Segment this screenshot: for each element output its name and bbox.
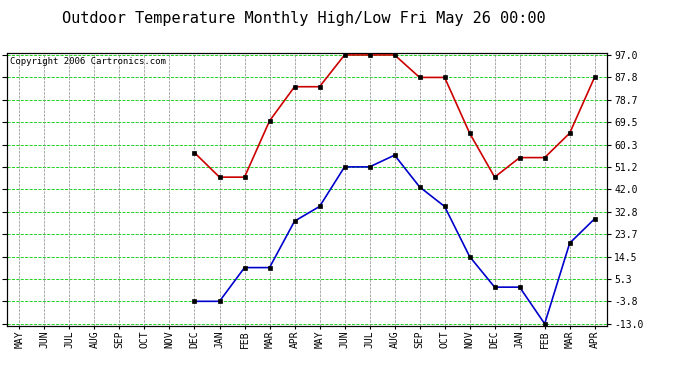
Text: Copyright 2006 Cartronics.com: Copyright 2006 Cartronics.com: [10, 57, 166, 66]
Text: Outdoor Temperature Monthly High/Low Fri May 26 00:00: Outdoor Temperature Monthly High/Low Fri…: [62, 11, 545, 26]
